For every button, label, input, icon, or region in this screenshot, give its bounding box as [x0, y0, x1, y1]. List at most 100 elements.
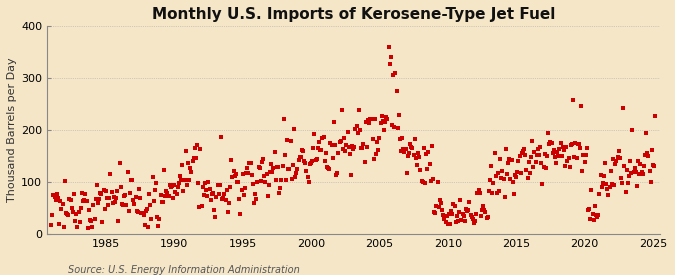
- Point: [47, 212, 58, 217]
- Point: [535, 145, 545, 149]
- Point: [376, 114, 387, 118]
- Point: [608, 156, 618, 161]
- Point: [80, 192, 91, 197]
- Point: [310, 158, 321, 162]
- Point: [587, 211, 598, 216]
- Point: [321, 165, 332, 169]
- Point: [187, 158, 198, 163]
- Point: [332, 171, 343, 175]
- Point: [569, 154, 580, 159]
- Point: [316, 147, 327, 152]
- Point: [138, 212, 149, 217]
- Point: [304, 162, 315, 166]
- Point: [185, 166, 196, 170]
- Point: [281, 178, 292, 182]
- Point: [86, 219, 97, 224]
- Point: [103, 203, 113, 207]
- Point: [220, 198, 231, 202]
- Point: [617, 181, 628, 185]
- Point: [599, 173, 610, 178]
- Point: [443, 211, 454, 216]
- Point: [390, 71, 401, 76]
- Point: [217, 197, 227, 201]
- Point: [126, 178, 136, 182]
- Point: [230, 172, 241, 176]
- Point: [101, 188, 111, 193]
- Point: [260, 180, 271, 185]
- Point: [326, 143, 337, 147]
- Point: [49, 195, 60, 199]
- Point: [396, 149, 406, 153]
- Point: [124, 191, 135, 195]
- Point: [140, 209, 151, 213]
- Point: [526, 155, 537, 160]
- Point: [212, 182, 223, 187]
- Point: [398, 147, 409, 151]
- Point: [442, 222, 453, 226]
- Point: [117, 202, 128, 207]
- Point: [107, 200, 118, 205]
- Point: [218, 196, 229, 200]
- Point: [614, 156, 625, 161]
- Point: [134, 187, 144, 191]
- Point: [457, 211, 468, 216]
- Point: [415, 168, 426, 173]
- Point: [253, 164, 264, 169]
- Point: [274, 191, 285, 195]
- Point: [284, 166, 295, 171]
- Point: [586, 188, 597, 192]
- Point: [491, 190, 502, 195]
- Point: [213, 191, 224, 196]
- Point: [79, 197, 90, 202]
- Point: [281, 138, 292, 142]
- Point: [599, 161, 610, 165]
- Point: [200, 181, 211, 185]
- Point: [369, 157, 379, 161]
- Point: [344, 144, 354, 149]
- Point: [402, 153, 413, 158]
- Point: [318, 135, 329, 139]
- Point: [315, 148, 325, 152]
- Point: [182, 183, 192, 187]
- Point: [642, 151, 653, 155]
- Point: [602, 187, 613, 191]
- Point: [639, 153, 650, 157]
- Point: [147, 175, 158, 179]
- Point: [644, 169, 655, 173]
- Point: [438, 213, 449, 218]
- Point: [87, 225, 98, 229]
- Point: [471, 212, 482, 216]
- Point: [228, 169, 239, 173]
- Point: [475, 191, 485, 196]
- Point: [430, 211, 441, 216]
- Point: [545, 140, 556, 145]
- Point: [300, 161, 310, 165]
- Point: [533, 147, 543, 152]
- Point: [139, 223, 150, 227]
- Point: [551, 150, 562, 154]
- Point: [184, 178, 194, 182]
- Point: [335, 139, 346, 143]
- Y-axis label: Thousand Barrels per Day: Thousand Barrels per Day: [7, 57, 17, 202]
- Point: [556, 141, 566, 145]
- Point: [266, 162, 277, 166]
- Point: [313, 146, 323, 150]
- Point: [240, 186, 250, 191]
- Point: [347, 144, 358, 148]
- Point: [277, 164, 288, 169]
- Point: [286, 177, 297, 181]
- Point: [121, 203, 132, 207]
- Point: [252, 180, 263, 184]
- Point: [91, 183, 102, 188]
- Point: [593, 213, 603, 217]
- Point: [366, 117, 377, 121]
- Point: [384, 62, 395, 67]
- Point: [72, 225, 83, 229]
- Point: [160, 194, 171, 198]
- Point: [391, 89, 402, 94]
- Point: [397, 136, 408, 141]
- Point: [626, 171, 637, 175]
- Point: [377, 119, 388, 123]
- Point: [137, 211, 148, 216]
- Point: [487, 191, 497, 196]
